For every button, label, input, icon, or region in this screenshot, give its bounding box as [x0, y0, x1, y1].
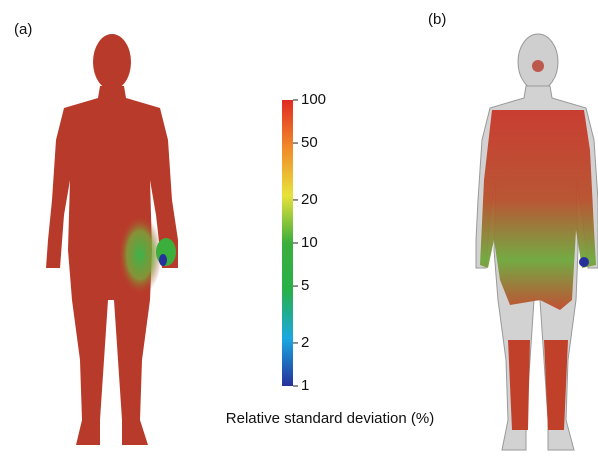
tick-label: 20: [301, 191, 318, 208]
tick-label: 50: [301, 134, 318, 151]
tick-label: 2: [301, 334, 309, 351]
tick-label: 1: [301, 377, 309, 394]
colorbar: [282, 100, 293, 386]
panel-label: (b): [428, 11, 446, 28]
tick-label: 10: [301, 234, 318, 251]
tick-label: 5: [301, 277, 309, 294]
tick-label: 100: [301, 91, 326, 108]
panel-label: (a): [14, 21, 32, 38]
body-a: [46, 34, 178, 445]
figure: (a) (b) Relative standard deviation (%) …: [0, 0, 598, 469]
colorbar-label: Relative standard deviation (%): [226, 410, 434, 427]
colorbar-scale: [282, 100, 293, 386]
body-b: [476, 34, 598, 450]
